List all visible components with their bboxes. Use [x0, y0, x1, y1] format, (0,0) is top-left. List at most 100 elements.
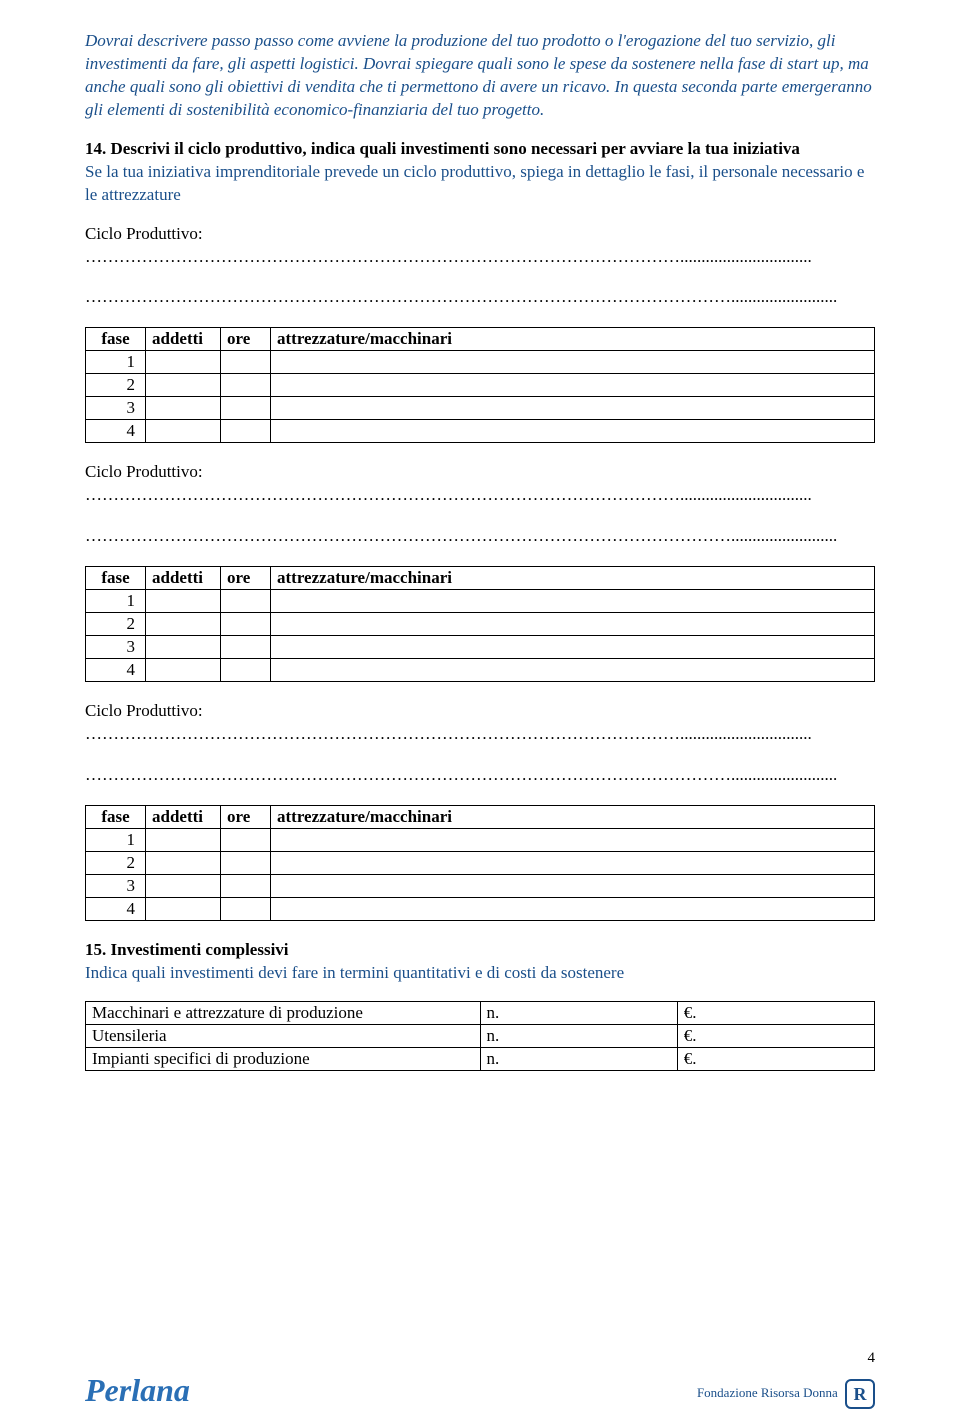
- col-header-attrezzature: attrezzature/macchinari: [271, 328, 875, 351]
- col-header-fase: fase: [86, 328, 146, 351]
- cell: [221, 374, 271, 397]
- cell: [271, 397, 875, 420]
- col-header-addetti: addetti: [146, 328, 221, 351]
- cell: [221, 898, 271, 921]
- phase-table-3: fase addetti ore attrezzature/macchinari…: [85, 805, 875, 921]
- table-row: Impianti specifici di produzione n. €.: [86, 1047, 875, 1070]
- cell-fase: 2: [86, 852, 146, 875]
- cell-fase: 1: [86, 590, 146, 613]
- cell: [146, 898, 221, 921]
- investment-n: n.: [480, 1024, 677, 1047]
- cell: [271, 659, 875, 682]
- cell: [221, 852, 271, 875]
- dotted-fill: …………………………………………………………………………………………….....…: [85, 724, 812, 743]
- cell: [146, 875, 221, 898]
- cell-fase: 4: [86, 659, 146, 682]
- phase-table-1: fase addetti ore attrezzature/macchinari…: [85, 327, 875, 443]
- page-footer: 4 Perlana Fondazione Risorsa Donna R: [85, 1354, 875, 1409]
- cell: [271, 875, 875, 898]
- cell: [146, 636, 221, 659]
- cell: [271, 590, 875, 613]
- cell: [271, 374, 875, 397]
- ciclo-label: Ciclo Produttivo:: [85, 462, 203, 481]
- col-header-addetti: addetti: [146, 806, 221, 829]
- col-header-addetti: addetti: [146, 567, 221, 590]
- cell: [221, 397, 271, 420]
- cell: [146, 590, 221, 613]
- cell: [271, 829, 875, 852]
- cell-fase: 4: [86, 898, 146, 921]
- ciclo-produttivo-line-2: Ciclo Produttivo: ……………………………………………………………: [85, 461, 875, 507]
- section-14-description: Se la tua iniziativa imprenditoriale pre…: [85, 161, 875, 207]
- dotted-fill: …………………………………………………………………………………………….....…: [85, 247, 812, 266]
- investment-euro: €.: [677, 1001, 874, 1024]
- cell: [146, 420, 221, 443]
- investment-table: Macchinari e attrezzature di produzione …: [85, 1001, 875, 1071]
- intro-paragraph: Dovrai descrivere passo passo come avvie…: [85, 30, 875, 122]
- cell-fase: 2: [86, 374, 146, 397]
- cell: [146, 829, 221, 852]
- page-number: 4: [868, 1350, 876, 1367]
- col-header-ore: ore: [221, 328, 271, 351]
- cell-fase: 1: [86, 351, 146, 374]
- investment-euro: €.: [677, 1024, 874, 1047]
- table-row: 2: [86, 852, 875, 875]
- col-header-ore: ore: [221, 567, 271, 590]
- cell: [221, 590, 271, 613]
- col-header-attrezzature: attrezzature/macchinari: [271, 567, 875, 590]
- cell: [146, 351, 221, 374]
- table-row: 4: [86, 420, 875, 443]
- dotted-blank-line: ……………………………………………………………………………………………………..…: [85, 286, 875, 309]
- table-row: 2: [86, 374, 875, 397]
- cell: [146, 852, 221, 875]
- dotted-blank-line: ……………………………………………………………………………………………………..…: [85, 525, 875, 548]
- cell: [146, 374, 221, 397]
- cell: [221, 613, 271, 636]
- cell: [271, 636, 875, 659]
- table-row: Macchinari e attrezzature di produzione …: [86, 1001, 875, 1024]
- phase-table-2: fase addetti ore attrezzature/macchinari…: [85, 566, 875, 682]
- section-15-title: 15. Investimenti complessivi: [85, 940, 289, 959]
- table-row: 3: [86, 397, 875, 420]
- ciclo-label: Ciclo Produttivo:: [85, 224, 203, 243]
- section-15-description: Indica quali investimenti devi fare in t…: [85, 962, 875, 985]
- table-header-row: fase addetti ore attrezzature/macchinari: [86, 567, 875, 590]
- dotted-blank-line: ……………………………………………………………………………………………………..…: [85, 764, 875, 787]
- table-header-row: fase addetti ore attrezzature/macchinari: [86, 328, 875, 351]
- table-row: 1: [86, 829, 875, 852]
- col-header-fase: fase: [86, 806, 146, 829]
- cell: [221, 636, 271, 659]
- table-row: 2: [86, 613, 875, 636]
- fondazione-logo: Fondazione Risorsa Donna R: [697, 1379, 875, 1409]
- cell: [271, 898, 875, 921]
- col-header-fase: fase: [86, 567, 146, 590]
- cell-fase: 3: [86, 397, 146, 420]
- investment-label: Utensileria: [86, 1024, 481, 1047]
- perlana-logo: Perlana: [85, 1372, 190, 1409]
- table-row: 4: [86, 898, 875, 921]
- table-header-row: fase addetti ore attrezzature/macchinari: [86, 806, 875, 829]
- cell: [146, 613, 221, 636]
- dotted-fill: …………………………………………………………………………………………….....…: [85, 485, 812, 504]
- fondazione-logo-text: Fondazione Risorsa Donna: [697, 1385, 838, 1400]
- cell: [221, 829, 271, 852]
- cell: [271, 613, 875, 636]
- cell: [221, 351, 271, 374]
- section-14-title: 14. Descrivi il ciclo produttivo, indica…: [85, 139, 800, 158]
- cell-fase: 4: [86, 420, 146, 443]
- cell: [221, 659, 271, 682]
- investment-n: n.: [480, 1001, 677, 1024]
- cell-fase: 2: [86, 613, 146, 636]
- ciclo-produttivo-line-1: Ciclo Produttivo: ……………………………………………………………: [85, 223, 875, 269]
- table-row: Utensileria n. €.: [86, 1024, 875, 1047]
- cell-fase: 3: [86, 875, 146, 898]
- cell: [271, 351, 875, 374]
- ciclo-label: Ciclo Produttivo:: [85, 701, 203, 720]
- table-row: 4: [86, 659, 875, 682]
- investment-label: Macchinari e attrezzature di produzione: [86, 1001, 481, 1024]
- investment-n: n.: [480, 1047, 677, 1070]
- ciclo-produttivo-line-3: Ciclo Produttivo: ……………………………………………………………: [85, 700, 875, 746]
- col-header-attrezzature: attrezzature/macchinari: [271, 806, 875, 829]
- table-row: 3: [86, 875, 875, 898]
- table-row: 1: [86, 590, 875, 613]
